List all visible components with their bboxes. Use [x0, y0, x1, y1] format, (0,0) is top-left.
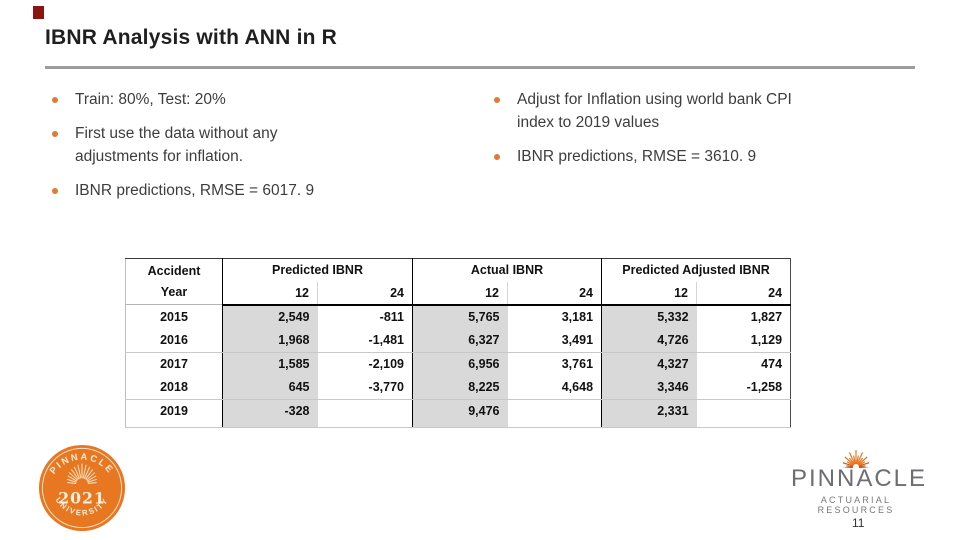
col-group-actual-ibnr: Actual IBNR — [411, 258, 602, 282]
sunburst-icon — [66, 463, 98, 484]
title-divider — [45, 66, 915, 69]
page-number: 11 — [852, 516, 865, 530]
bullet-text: IBNR predictions, RMSE = 3610. 9 — [517, 148, 757, 165]
ibnr-results-table: Accident Year Predicted IBNR Actual IBNR… — [125, 258, 792, 428]
bullet-text: Adjust for Inflation using world bank CP… — [517, 91, 792, 108]
bullet-icon — [52, 97, 58, 103]
cell-accident-year: 2018 — [125, 375, 223, 400]
data-table: Accident Year Predicted IBNR Actual IBNR… — [125, 258, 792, 428]
cell-value: -811 — [379, 310, 404, 324]
list-item: IBNR predictions, RMSE = 6017. 9 — [45, 179, 430, 202]
cell-value: 2,549 — [222, 304, 318, 329]
cell-value: 6,327 — [412, 328, 508, 353]
list-item: Train: 80%, Test: 20% — [45, 88, 430, 111]
col-header-12: 12 — [222, 281, 318, 306]
bullet-text: IBNR predictions, RMSE = 6017. 9 — [75, 182, 315, 199]
table-header-groups: Accident Year Predicted IBNR Actual IBNR… — [125, 258, 791, 305]
cell-value: -328 — [222, 399, 318, 428]
cell-accident-year: 2019 — [125, 399, 223, 428]
bullet-icon — [52, 188, 58, 194]
col-header-24: 24 — [506, 281, 602, 306]
pinnacle-logo: PINNACLE ACTUARIAL RESOURCES — [791, 447, 928, 515]
cell-value — [317, 399, 413, 428]
col-header-24: 24 — [696, 281, 791, 306]
cell-accident-year: 2015 — [160, 309, 188, 324]
cell-value: 3,181 — [561, 310, 594, 324]
sunburst-icon — [842, 450, 870, 468]
cell-value: 1,129 — [696, 328, 791, 353]
bullet-icon — [494, 97, 500, 103]
cell-value: 3,761 — [561, 357, 594, 371]
cell-value: -2,109 — [368, 357, 404, 371]
cell-value: 3,491 — [507, 328, 602, 353]
badge-ring — [41, 447, 123, 529]
bullet-text: adjustments for inflation. — [75, 148, 244, 165]
col-header-accident-year: Accident Year — [125, 258, 223, 305]
table-row: 2015 2,549 -811 5,765 3,181 5,332 1,827 — [126, 304, 791, 329]
cell-value: 9,476 — [412, 399, 508, 428]
bullet-text: index to 2019 values — [517, 114, 660, 131]
cell-value: 4,726 — [601, 328, 697, 353]
cell-value: 1,827 — [750, 310, 783, 324]
cell-value: 2,331 — [601, 399, 697, 428]
bullet-icon — [494, 154, 500, 160]
col-group-predicted-adjusted-ibnr: Predicted Adjusted IBNR — [601, 258, 791, 282]
corner-accent-rect — [33, 6, 44, 19]
cell-value: 1,585 — [222, 352, 318, 376]
cell-value: 6,956 — [412, 352, 508, 376]
cell-value: 645 — [222, 375, 318, 400]
header-line: Accident — [147, 263, 201, 278]
cell-value: -1,258 — [696, 375, 791, 400]
cell-value: 5,332 — [601, 304, 697, 329]
bullet-list-left: Train: 80%, Test: 20% First use the data… — [45, 88, 430, 213]
page-title: IBNR Analysis with ANN in R — [45, 26, 338, 49]
table-header-months: 12 24 12 24 12 24 — [126, 281, 791, 306]
table-row: 2018 645 -3,770 8,225 4,648 3,346 -1,258 — [125, 375, 791, 400]
table-row: 2016 1,968 -1,481 6,327 3,491 4,726 1,129 — [125, 328, 791, 353]
col-header-24: 24 — [317, 281, 413, 306]
list-item: IBNR predictions, RMSE = 3610. 9 — [487, 145, 927, 168]
bullet-icon — [52, 131, 58, 137]
logo-name: PINNACLE — [791, 465, 928, 492]
table-row: 2019 -328 9,476 2,331 — [125, 399, 791, 428]
table-body: 2015 2,549 -811 5,765 3,181 5,332 1,827 2016 1,9… — [125, 304, 791, 428]
cell-value: 8,225 — [412, 375, 508, 400]
cell-value: 4,648 — [507, 375, 602, 400]
cell-accident-year: 2016 — [125, 328, 223, 353]
badge-year-text: 2021 — [58, 489, 105, 508]
cell-value: 474 — [761, 357, 783, 371]
bullet-text: Train: 80%, Test: 20% — [75, 91, 226, 108]
cell-value: 4,327 — [601, 352, 697, 376]
cell-accident-year: 2017 — [160, 357, 188, 371]
cell-value: 5,765 — [412, 304, 508, 329]
cell-value — [696, 399, 791, 428]
table-row: 2017 1,585 -2,109 6,956 3,761 4,327 474 — [126, 352, 791, 376]
pinnacle-university-badge: PINNACLE 2021 UNIVERSITY — [38, 444, 126, 532]
header-line: Year — [160, 284, 188, 299]
cell-value — [507, 399, 602, 428]
cell-value: -3,770 — [317, 375, 413, 400]
logo-tagline: ACTUARIAL RESOURCES — [817, 495, 895, 515]
list-item: Adjust for Inflation using world bank CP… — [487, 88, 927, 134]
cell-value: -1,481 — [317, 328, 413, 353]
cell-value: 1,968 — [222, 328, 318, 353]
cell-value: 3,346 — [601, 375, 697, 400]
list-item: First use the data without any adjustmen… — [45, 122, 430, 168]
col-header-12: 12 — [412, 281, 508, 306]
badge-circle — [38, 444, 126, 532]
col-group-predicted-ibnr: Predicted IBNR — [222, 258, 413, 282]
bullet-text: First use the data without any — [75, 125, 278, 142]
col-header-12: 12 — [601, 281, 697, 306]
bullet-list-right: Adjust for Inflation using world bank CP… — [487, 88, 927, 179]
